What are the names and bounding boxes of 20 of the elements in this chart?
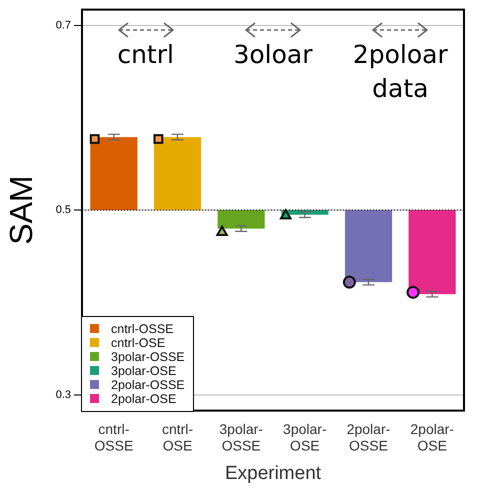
legend-label: 3polar-OSSE <box>111 350 185 364</box>
legend-label: 2polar-OSSE <box>111 378 185 392</box>
x-tick-label: 3polar-OSSE <box>219 420 264 454</box>
annotation: cntrl <box>116 38 175 71</box>
x-tick-label: 2polar-OSE <box>410 420 454 454</box>
y-tick-label: 0.7 <box>56 19 71 32</box>
legend-label: cntrl-OSE <box>111 336 166 350</box>
y-axis-title: SAM <box>3 175 40 245</box>
x-tick-label: 2polar-OSSE <box>346 420 391 454</box>
x-tick-label: cntrl-OSSE <box>94 420 134 454</box>
y-tick-label: 0.5 <box>56 204 71 216</box>
x-tick-label: cntrl-OSE <box>162 420 194 454</box>
annotation: 2poloar data <box>352 38 449 105</box>
legend-label: 2polar-OSE <box>111 392 176 406</box>
legend-label: 3polar-OSE <box>111 364 176 378</box>
legend-label: cntrl-OSSE <box>111 322 174 336</box>
x-tick-label: 3polar-OSE <box>283 420 327 454</box>
y-tick-label: 0.3 <box>56 388 71 401</box>
annotation: 3oloar <box>232 38 314 71</box>
x-axis-title: Experiment <box>224 462 322 484</box>
